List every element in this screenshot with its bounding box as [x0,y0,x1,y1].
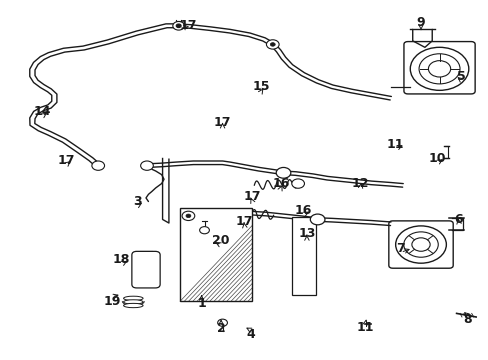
Circle shape [172,22,184,30]
Text: 5: 5 [456,69,465,82]
FancyBboxPatch shape [132,251,160,288]
Circle shape [266,40,279,49]
Text: 11: 11 [386,138,404,150]
Bar [180,208,252,301]
Circle shape [141,161,153,170]
Text: 15: 15 [252,80,270,93]
Text: 17: 17 [179,19,197,32]
Text: 3: 3 [133,195,141,208]
Circle shape [217,319,227,326]
Circle shape [427,60,450,77]
Text: 6: 6 [454,213,463,226]
Circle shape [276,167,290,178]
Circle shape [310,214,325,225]
Circle shape [409,47,468,90]
Text: 20: 20 [212,234,229,247]
Circle shape [270,42,275,46]
Circle shape [395,226,446,263]
Text: 11: 11 [356,321,373,334]
Text: 1: 1 [197,297,205,310]
Text: 14: 14 [33,105,51,118]
Text: 8: 8 [463,313,471,327]
Circle shape [199,226,209,234]
Text: 18: 18 [113,253,130,266]
Circle shape [185,214,190,218]
Circle shape [403,232,437,257]
Circle shape [291,179,304,188]
Text: 17: 17 [213,116,231,129]
Circle shape [176,24,181,28]
Text: 12: 12 [351,177,368,190]
Text: 16: 16 [294,204,311,217]
Text: 19: 19 [103,295,121,308]
Circle shape [411,238,429,251]
Text: 10: 10 [427,152,445,165]
Ellipse shape [123,300,143,304]
Circle shape [182,211,194,221]
Text: 7: 7 [395,242,404,255]
Text: 17: 17 [235,215,253,228]
Text: 16: 16 [272,177,289,190]
Ellipse shape [123,303,143,308]
Text: 17: 17 [243,190,260,203]
Text: 17: 17 [58,154,75,167]
Text: 9: 9 [416,16,425,29]
Text: 2: 2 [216,322,225,335]
Text: 4: 4 [245,328,254,341]
Ellipse shape [123,296,143,301]
Circle shape [92,161,104,170]
Text: 13: 13 [298,227,315,240]
Bar [292,217,315,296]
Circle shape [418,54,459,84]
